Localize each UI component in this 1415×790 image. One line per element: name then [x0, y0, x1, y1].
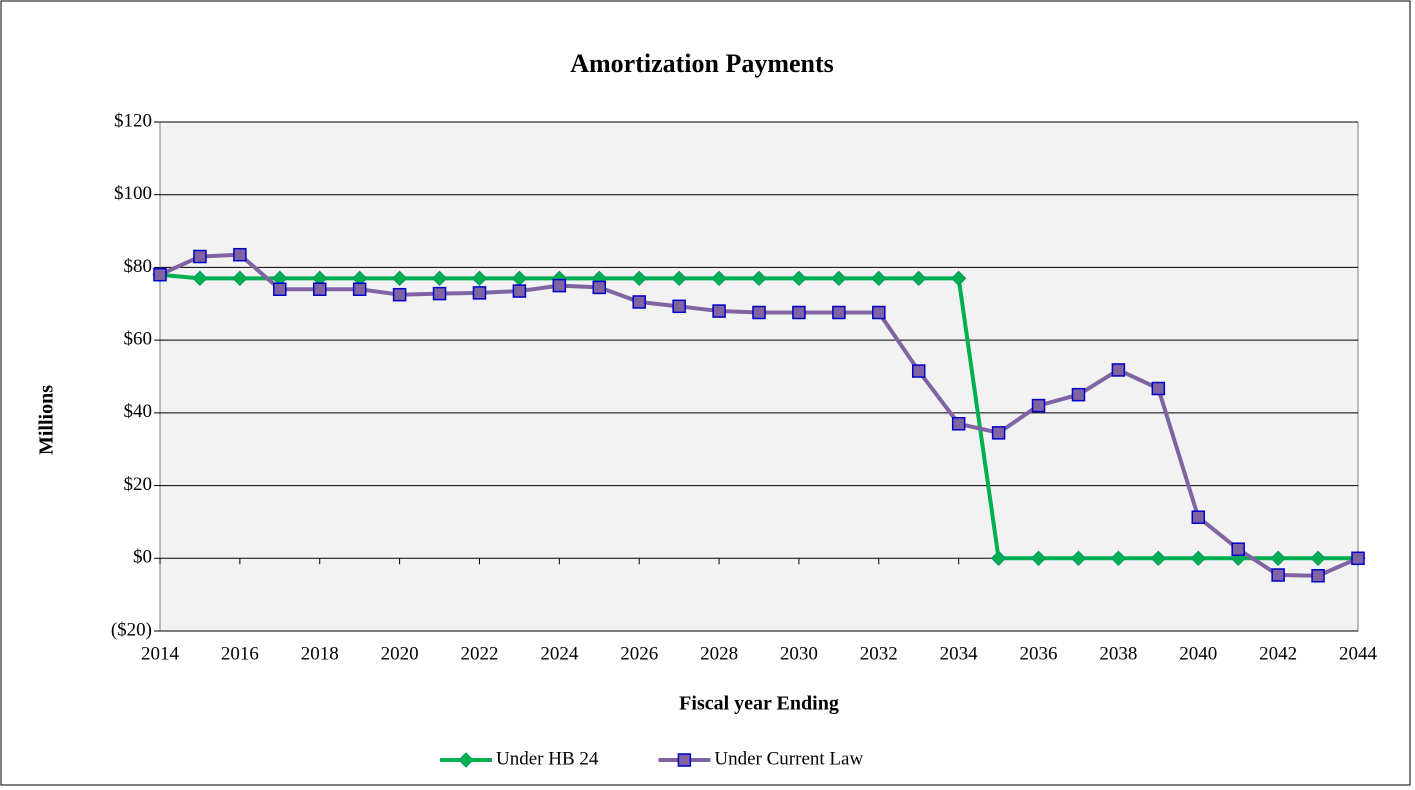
diamond-marker	[871, 270, 887, 287]
square-marker	[1151, 381, 1166, 396]
x-tick-label: 2040	[1179, 643, 1217, 664]
diamond-marker	[1270, 550, 1286, 566]
diamond-marker	[671, 270, 687, 287]
square-marker	[1231, 542, 1245, 556]
x-tick-label: 2018	[301, 643, 339, 664]
diamond-marker	[711, 270, 727, 287]
y-tick-label: $100	[114, 183, 152, 204]
diamond-marker	[911, 270, 927, 287]
square-marker	[1031, 398, 1046, 413]
legend-label: Under Current Law	[714, 748, 863, 769]
diamond-marker	[1070, 550, 1087, 566]
x-axis-label: Fiscal year Ending	[679, 693, 839, 715]
square-marker	[512, 284, 527, 298]
x-tick-label: 2022	[460, 643, 498, 664]
y-tick-label: $0	[133, 547, 152, 568]
square-marker	[392, 287, 407, 302]
y-tick-label: $40	[124, 401, 153, 422]
square-marker	[991, 426, 1006, 440]
x-tick-label: 2044	[1339, 643, 1378, 664]
x-tick-label: 2016	[221, 643, 259, 664]
y-axis-label: Millions	[36, 385, 58, 455]
square-marker	[233, 247, 247, 262]
square-marker	[792, 305, 806, 320]
square-marker	[552, 278, 567, 293]
diamond-marker	[990, 550, 1007, 566]
x-tick-label: 2032	[860, 643, 898, 664]
x-tick-label: 2014	[141, 643, 180, 664]
diamond-marker	[192, 270, 208, 287]
x-tick-label: 2028	[700, 643, 738, 664]
diamond-marker	[1310, 550, 1326, 566]
square-marker	[472, 286, 487, 300]
diamond-marker	[631, 270, 647, 287]
square-marker	[832, 305, 846, 320]
square-marker	[911, 364, 926, 378]
diamond-marker	[1110, 550, 1127, 566]
y-tick-label: $20	[124, 474, 153, 495]
legend-marker	[458, 752, 474, 768]
x-tick-label: 2038	[1099, 643, 1137, 664]
square-marker	[951, 417, 966, 431]
diamond-marker	[232, 270, 248, 287]
square-marker	[1111, 363, 1126, 377]
square-marker	[153, 267, 167, 282]
x-tick-label: 2034	[940, 643, 979, 664]
diamond-marker	[791, 270, 807, 287]
square-marker	[1351, 551, 1365, 566]
x-tick-label: 2024	[540, 643, 579, 664]
square-marker	[592, 280, 607, 295]
square-marker	[273, 282, 287, 296]
legend-label: Under HB 24	[496, 748, 599, 769]
diamond-marker	[1150, 550, 1167, 566]
square-marker	[1071, 387, 1086, 402]
square-marker	[712, 304, 726, 318]
y-tick-label: ($20)	[111, 619, 152, 640]
y-tick-label: $60	[124, 329, 153, 350]
x-tick-label: 2042	[1259, 643, 1297, 664]
square-marker	[1311, 568, 1325, 583]
diamond-marker	[471, 270, 488, 287]
diamond-marker	[391, 270, 408, 287]
square-marker	[193, 249, 207, 264]
x-tick-label: 2026	[620, 643, 658, 664]
x-tick-label: 2030	[780, 643, 818, 664]
diamond-marker	[950, 270, 967, 287]
square-marker	[752, 305, 766, 320]
square-marker	[352, 282, 367, 296]
legend-marker	[677, 753, 692, 767]
diamond-marker	[831, 270, 847, 287]
diamond-marker	[1190, 550, 1206, 566]
square-marker	[312, 282, 327, 296]
y-tick-label: $120	[114, 110, 152, 131]
diamond-marker	[1030, 550, 1047, 566]
chart-title: Amortization Payments	[570, 49, 834, 78]
square-marker	[1191, 510, 1206, 524]
diamond-marker	[431, 270, 448, 287]
square-marker	[632, 295, 646, 309]
square-marker	[872, 305, 886, 320]
x-tick-label: 2020	[381, 643, 419, 664]
x-tick-label: 2036	[1020, 643, 1058, 664]
square-marker	[672, 299, 686, 314]
y-tick-label: $80	[124, 256, 153, 277]
diamond-marker	[751, 270, 767, 287]
square-marker	[1271, 568, 1285, 582]
plot-area	[159, 121, 1359, 632]
square-marker	[432, 286, 447, 301]
